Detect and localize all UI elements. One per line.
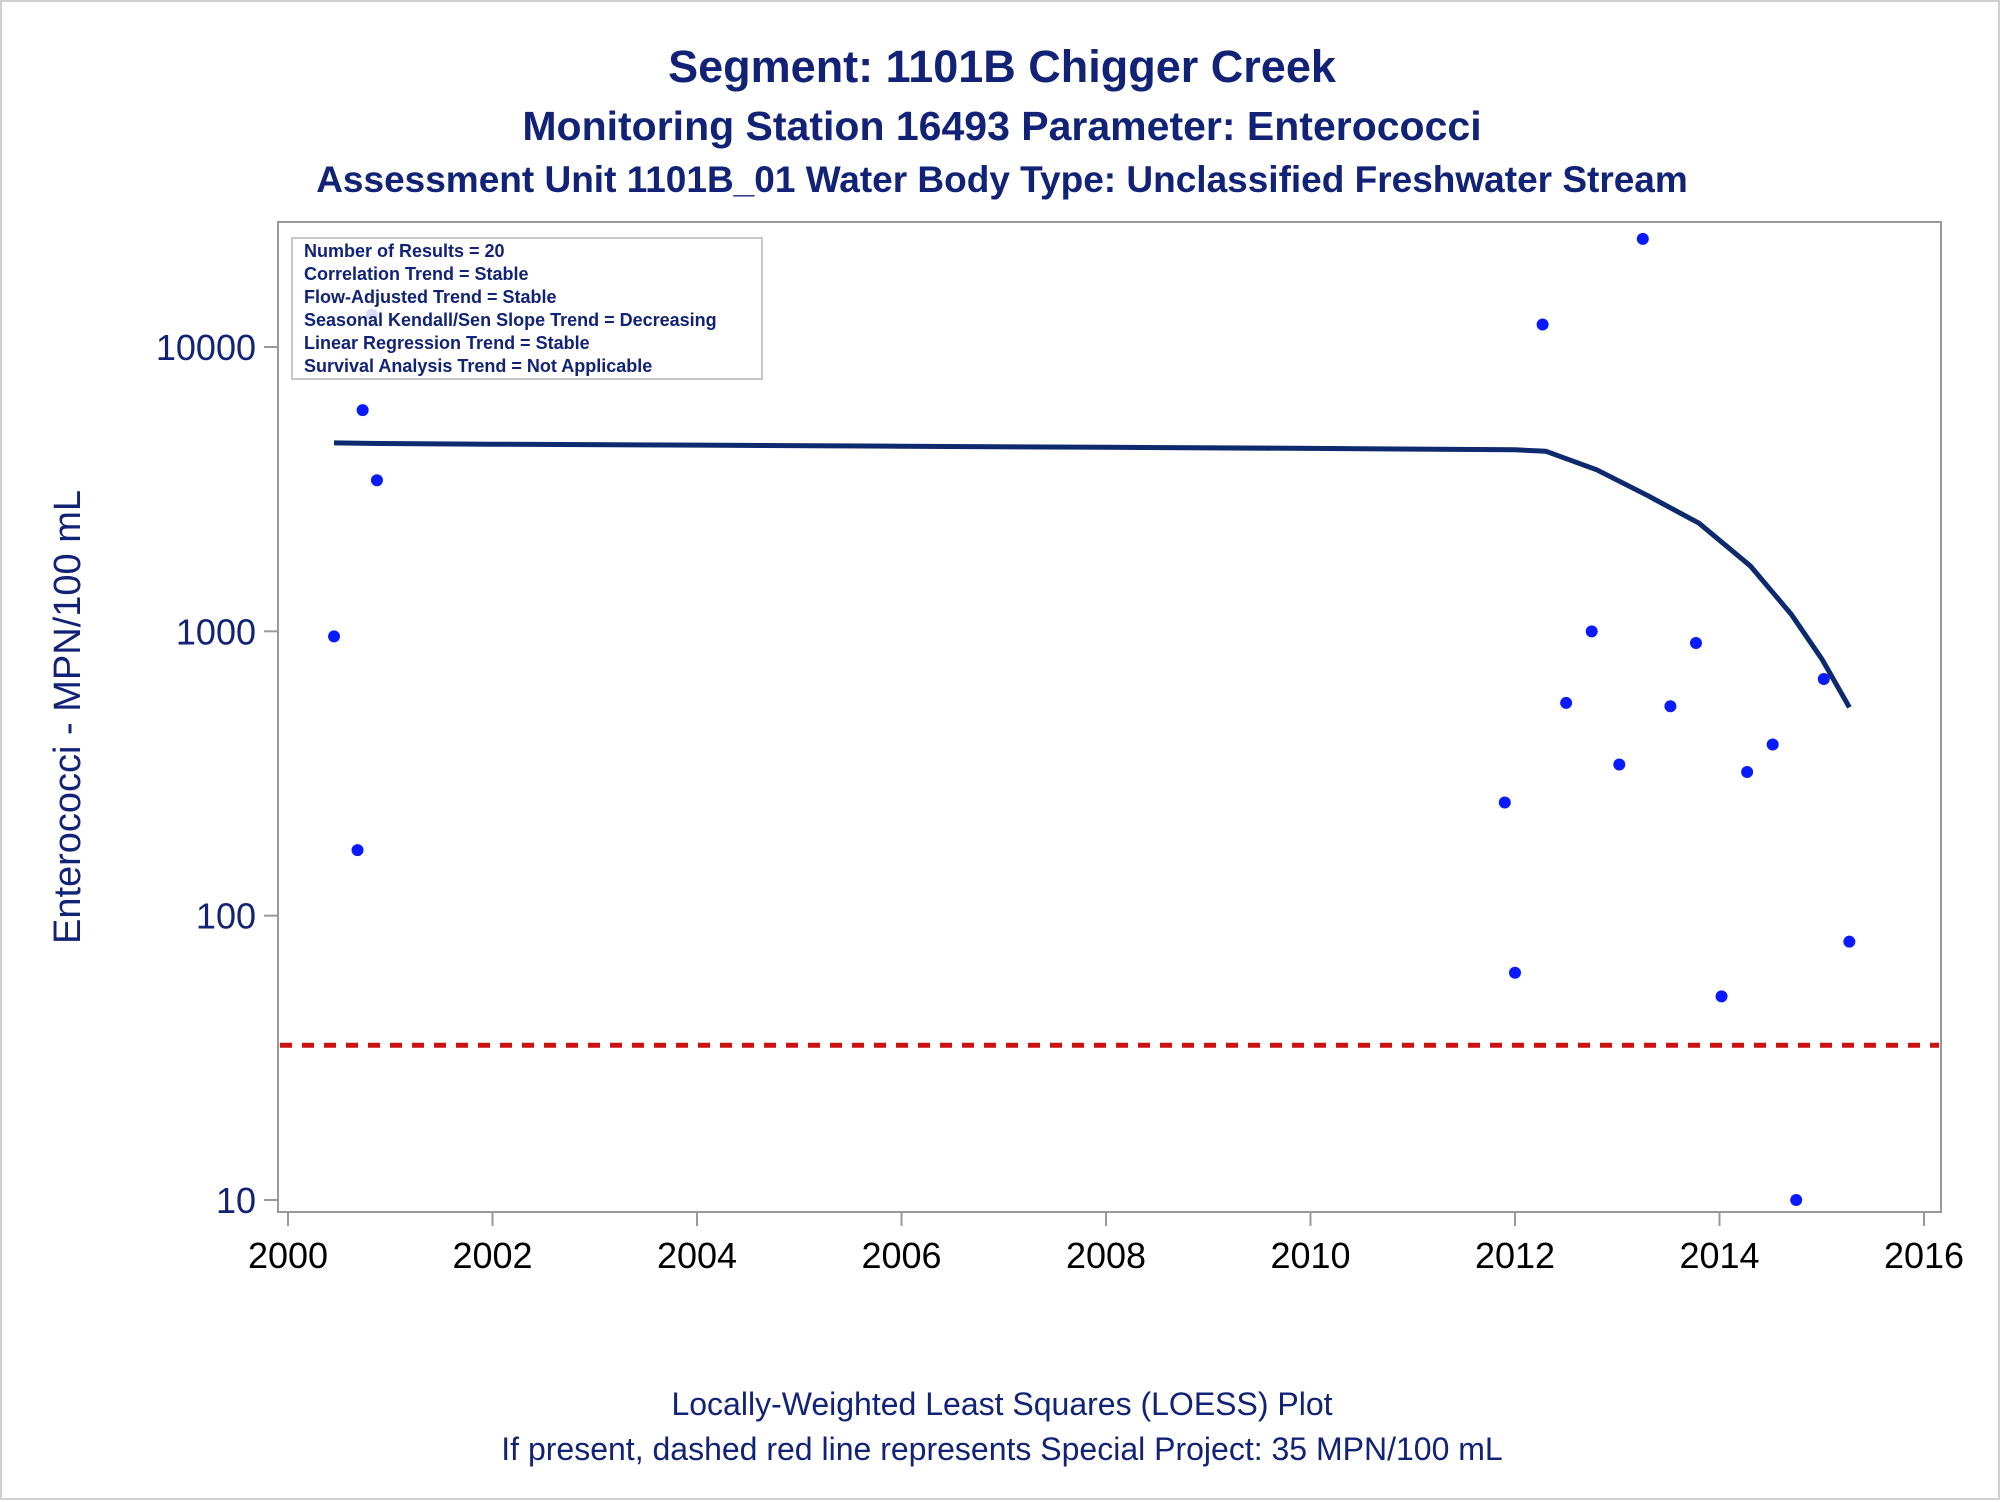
stat-flow-adjusted-trend: Flow-Adjusted Trend = Stable <box>304 287 557 307</box>
y-tick-label: 1000 <box>176 611 256 652</box>
x-axis: 2000 2002 2004 2006 2008 2010 2012 2014 2016 <box>248 1212 1964 1276</box>
chart-subtitle-assessment: Assessment Unit 1101B_01 Water Body Type… <box>316 159 1688 200</box>
x-tick-label: 2014 <box>1679 1235 1759 1276</box>
data-point <box>1741 766 1754 779</box>
data-point <box>356 404 369 417</box>
data-point <box>1766 738 1779 751</box>
data-point <box>1498 796 1511 809</box>
x-tick-label: 2008 <box>1066 1235 1146 1276</box>
chart-subtitle-station: Monitoring Station 16493 Parameter: Ente… <box>522 103 1481 149</box>
y-axis: 10 100 1000 10000 <box>156 327 278 1221</box>
x-tick-label: 2010 <box>1270 1235 1350 1276</box>
footnote-loess: Locally-Weighted Least Squares (LOESS) P… <box>671 1386 1332 1422</box>
y-tick-label: 100 <box>196 896 256 937</box>
footnote-reference-line: If present, dashed red line represents S… <box>501 1431 1502 1467</box>
data-point <box>351 844 364 857</box>
data-point <box>1613 758 1626 771</box>
data-point <box>1689 636 1702 649</box>
data-point <box>1585 625 1598 638</box>
data-point <box>1560 696 1573 709</box>
x-tick-label: 2016 <box>1884 1235 1964 1276</box>
stats-box-border <box>291 237 763 380</box>
x-tick-label: 2002 <box>452 1235 532 1276</box>
data-point <box>328 630 341 643</box>
data-point <box>1664 700 1677 713</box>
y-axis-label: Enterococci - MPN/100 mL <box>47 490 89 944</box>
stat-linear-regression-trend: Linear Regression Trend = Stable <box>304 333 590 353</box>
title-group: Segment: 1101B Chigger Creek Monitoring … <box>316 41 1688 200</box>
x-tick-label: 2004 <box>657 1235 737 1276</box>
data-point <box>1843 935 1856 948</box>
data-point <box>1536 318 1549 331</box>
stat-survival-analysis-trend: Survival Analysis Trend = Not Applicable <box>304 356 652 376</box>
x-tick-label: 2000 <box>248 1235 328 1276</box>
stats-legend-box: Number of Results = 20 Correlation Trend… <box>291 237 763 380</box>
stat-number-of-results: Number of Results = 20 <box>304 241 505 261</box>
data-point <box>1715 990 1728 1003</box>
data-point <box>370 474 383 487</box>
data-point <box>1509 966 1521 979</box>
data-point <box>1817 672 1830 685</box>
loess-line <box>333 440 1852 709</box>
y-tick-label: 10000 <box>156 327 256 368</box>
x-tick-label: 2006 <box>861 1235 941 1276</box>
stat-seasonal-kendall-trend: Seasonal Kendall/Sen Slope Trend = Decre… <box>304 310 717 330</box>
chart-title: Segment: 1101B Chigger Creek <box>668 41 1337 92</box>
y-tick-label: 10 <box>216 1180 256 1221</box>
data-point <box>1636 232 1649 245</box>
data-point <box>1790 1194 1803 1206</box>
stat-correlation-trend: Correlation Trend = Stable <box>304 264 529 284</box>
x-tick-label: 2012 <box>1475 1235 1555 1276</box>
